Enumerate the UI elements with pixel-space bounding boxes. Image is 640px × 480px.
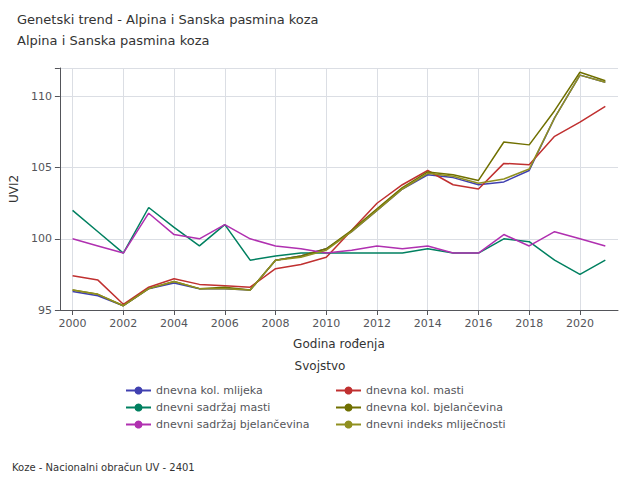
svg-text:dnevni sadržaj masti: dnevni sadržaj masti xyxy=(156,401,270,414)
svg-text:2006: 2006 xyxy=(211,317,239,330)
svg-text:110: 110 xyxy=(31,90,52,103)
svg-text:Genetski trend - Alpina i Sans: Genetski trend - Alpina i Sanska pasmina… xyxy=(17,12,319,27)
svg-text:dnevni indeks mliječnosti: dnevni indeks mliječnosti xyxy=(366,418,506,431)
svg-text:dnevna kol. mlijeka: dnevna kol. mlijeka xyxy=(156,384,263,397)
svg-text:2012: 2012 xyxy=(363,317,391,330)
svg-text:2002: 2002 xyxy=(109,317,137,330)
svg-text:UVI2: UVI2 xyxy=(7,175,21,203)
svg-text:2016: 2016 xyxy=(464,317,492,330)
svg-text:Svojstvo: Svojstvo xyxy=(295,359,346,373)
svg-text:2014: 2014 xyxy=(414,317,442,330)
svg-text:2018: 2018 xyxy=(515,317,543,330)
svg-text:Alpina i Sanska pasmina koza: Alpina i Sanska pasmina koza xyxy=(17,33,210,48)
svg-text:Godina rođenja: Godina rođenja xyxy=(293,337,385,351)
svg-text:Koze - Nacionalni obračun UV -: Koze - Nacionalni obračun UV - 2401 xyxy=(12,462,195,473)
svg-text:2020: 2020 xyxy=(566,317,594,330)
svg-text:dnevni sadržaj bjelančevina: dnevni sadržaj bjelančevina xyxy=(156,418,309,431)
svg-text:2004: 2004 xyxy=(160,317,188,330)
svg-text:95: 95 xyxy=(38,304,52,317)
svg-text:2010: 2010 xyxy=(312,317,340,330)
svg-text:2008: 2008 xyxy=(262,317,290,330)
svg-text:2000: 2000 xyxy=(59,317,87,330)
svg-text:dnevna kol. masti: dnevna kol. masti xyxy=(366,384,464,397)
svg-text:dnevna kol. bjelančevina: dnevna kol. bjelančevina xyxy=(366,401,503,414)
svg-text:100: 100 xyxy=(31,232,52,245)
svg-text:105: 105 xyxy=(31,161,52,174)
